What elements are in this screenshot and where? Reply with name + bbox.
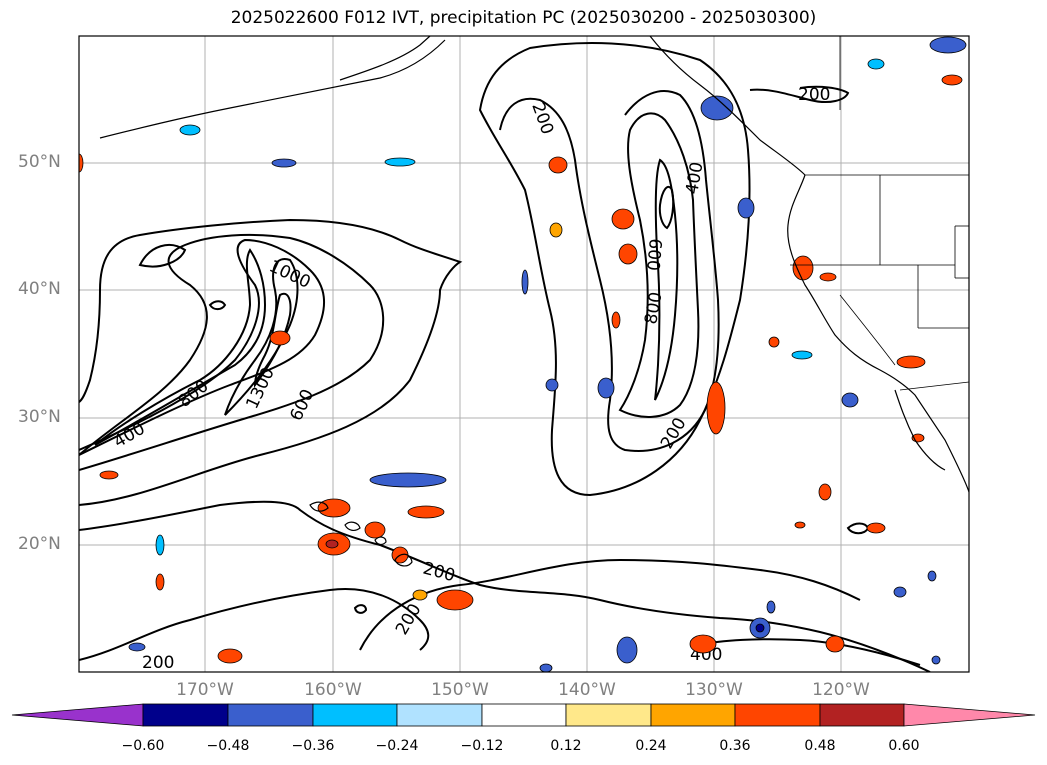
plot-frame: [78, 35, 970, 673]
contour-400-east: [499, 90, 720, 452]
contour-200-west: [79, 218, 463, 506]
contour-label: 800: [641, 290, 666, 325]
lon-label-160w: 160°W: [304, 680, 362, 700]
colorbar-tick: 0.36: [719, 738, 751, 754]
colorbar-tick: −0.24: [375, 738, 419, 754]
contour-600-east: [618, 112, 700, 418]
lat-label-40n: 40°N: [18, 279, 61, 299]
lon-label-120w: 120°W: [812, 680, 870, 700]
colorbar-tick: −0.36: [291, 738, 335, 754]
precip-positive: [79, 74, 963, 664]
contour-labels: 200 200 200 200 200 200 400 400 400 600 …: [111, 85, 831, 673]
colorbar-tick: 0.12: [550, 738, 582, 754]
lat-label-50n: 50°N: [18, 152, 61, 172]
borders: [790, 36, 969, 391]
lon-label-140w: 140°W: [558, 680, 616, 700]
precip-negative: [128, 36, 967, 672]
contour-label: 200: [798, 85, 830, 105]
contour-label: 200: [527, 100, 557, 137]
lon-label-130w: 130°W: [685, 680, 743, 700]
colorbar-tick: 0.48: [804, 738, 836, 754]
contour-800-west: [94, 248, 267, 446]
chart-title: 2025022600 F012 IVT, precipitation PC (2…: [230, 8, 817, 28]
contour-label: 200: [142, 653, 174, 673]
contour-400-west: [79, 233, 385, 471]
colorbar-tick: −0.48: [206, 738, 250, 754]
colorbar-extend-low: [11, 703, 144, 727]
contour-600-west: [79, 238, 326, 456]
colorbar-extend-high: [903, 703, 1036, 727]
contour-label: 600: [642, 238, 665, 272]
colorbar-tick: −0.60: [121, 738, 165, 754]
lat-label-30n: 30°N: [18, 407, 61, 427]
contour-label: 400: [682, 160, 707, 195]
lon-label-170w: 170°W: [176, 680, 234, 700]
colorbar-tick: 0.60: [888, 738, 920, 754]
contour-label: 200: [421, 559, 458, 587]
contour-label: 1000: [266, 256, 314, 292]
lat-label-20n: 20°N: [18, 534, 61, 554]
contour-800-east: [654, 158, 679, 401]
gridlines: [79, 36, 969, 672]
colorbar: [11, 703, 1036, 727]
coastlines: [99, 36, 969, 567]
lon-label-150w: 150°W: [431, 680, 489, 700]
colorbar-tick: −0.12: [460, 738, 504, 754]
contour-200-south: [79, 500, 931, 672]
colorbar-tick: 0.24: [635, 738, 667, 754]
ivt-contours: [79, 42, 931, 672]
